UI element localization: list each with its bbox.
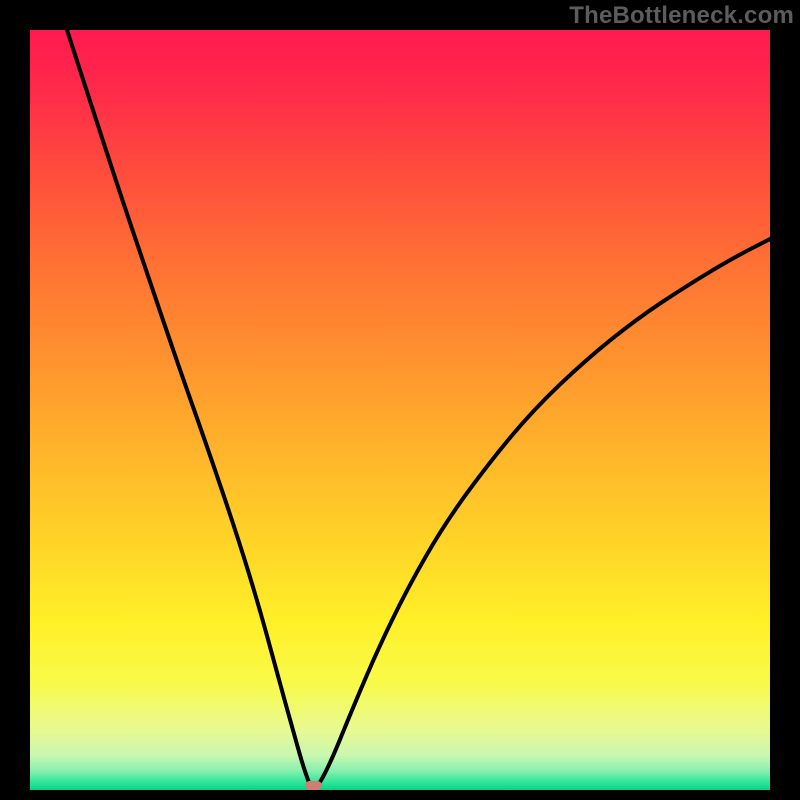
- watermark-label: TheBottleneck.com: [569, 2, 794, 30]
- bottleneck-curve: [30, 30, 770, 790]
- curve-path: [67, 30, 770, 788]
- optimum-marker: [305, 781, 323, 790]
- bottleneck-chart: [30, 30, 770, 790]
